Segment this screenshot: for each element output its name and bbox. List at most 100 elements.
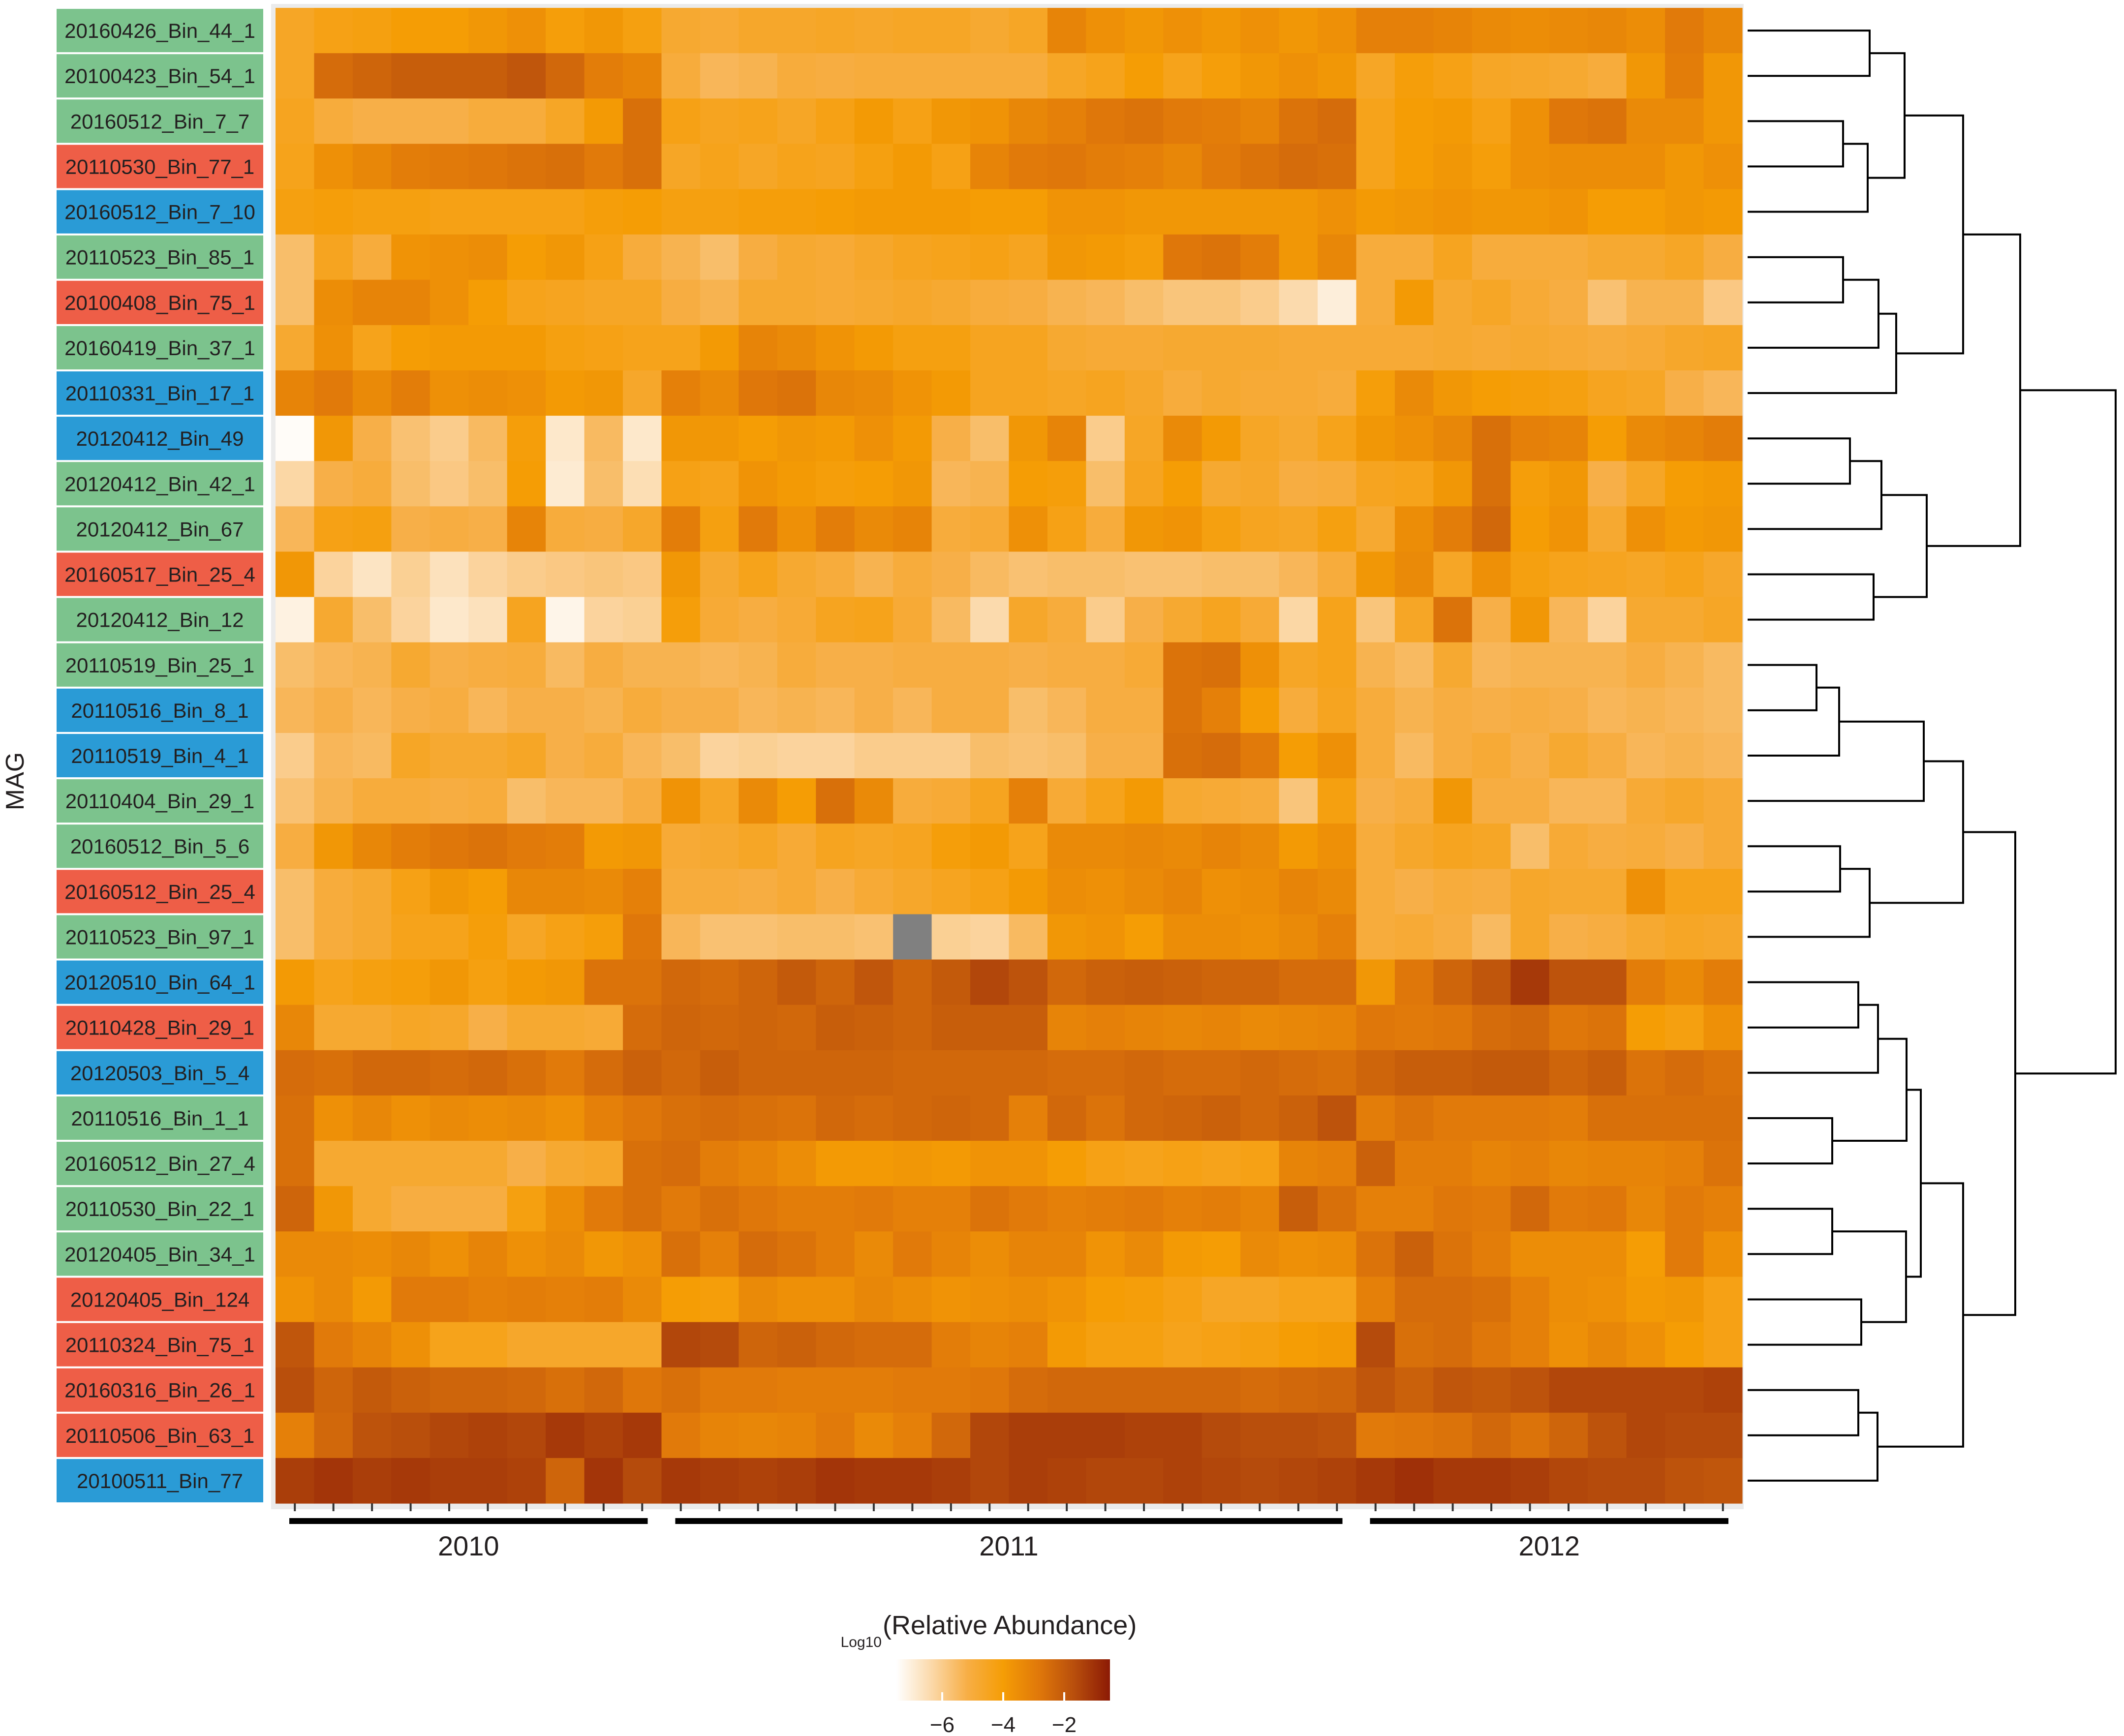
heatmap-cell <box>931 234 971 280</box>
heatmap-cell <box>352 914 392 960</box>
heatmap-cell <box>893 732 932 779</box>
heatmap-cell <box>352 144 392 190</box>
heatmap-cell <box>739 279 778 326</box>
heatmap-cell <box>1472 1005 1511 1051</box>
heatmap-cell <box>1433 1141 1473 1187</box>
heatmap-cell <box>623 778 662 824</box>
heatmap-cell <box>1626 1186 1665 1232</box>
heatmap-cell <box>623 732 662 779</box>
heatmap-cell <box>1279 1231 1318 1277</box>
heatmap-cell <box>314 98 353 144</box>
heatmap-cell <box>1086 642 1125 688</box>
heatmap-cell <box>1279 53 1318 99</box>
heatmap-cell <box>430 98 469 144</box>
heatmap-cell <box>623 325 662 371</box>
heatmap-cell <box>507 642 546 688</box>
heatmap-cell <box>507 144 546 190</box>
heatmap-cell <box>546 8 585 54</box>
row-label-bg <box>57 1187 263 1231</box>
heatmap-cell <box>546 370 585 416</box>
heatmap-cell <box>546 1412 585 1459</box>
heatmap-cell <box>1665 189 1704 235</box>
heatmap-cell <box>1356 959 1395 1005</box>
heatmap-cell <box>1279 98 1318 144</box>
heatmap-cell <box>777 1231 816 1277</box>
heatmap-cell <box>1394 1458 1434 1504</box>
heatmap-cell <box>700 1322 739 1368</box>
heatmap-cell <box>854 1141 893 1187</box>
heatmap-cell <box>276 8 315 54</box>
heatmap-cell <box>970 914 1010 960</box>
heatmap-cell <box>893 959 932 1005</box>
heatmap-cell <box>1588 1231 1627 1277</box>
heatmap-cell <box>931 1186 971 1232</box>
heatmap-cell <box>816 551 855 598</box>
row-label-bg <box>57 462 263 506</box>
heatmap-cell <box>1279 1095 1318 1141</box>
heatmap-cell <box>1356 823 1395 869</box>
heatmap-cell <box>584 234 623 280</box>
heatmap-cell <box>391 461 431 507</box>
heatmap-cell <box>1510 1322 1550 1368</box>
dendrogram-branch <box>1896 114 1964 355</box>
heatmap-cell <box>623 8 662 54</box>
heatmap-cell <box>661 234 701 280</box>
dendrogram-branch <box>1748 1117 1833 1165</box>
heatmap-cell <box>1356 1141 1395 1187</box>
heatmap-cell <box>1163 551 1202 598</box>
heatmap-cell <box>777 959 816 1005</box>
heatmap-cell <box>584 1322 623 1368</box>
heatmap-cell <box>1356 144 1395 190</box>
heatmap-cell <box>1549 778 1588 824</box>
heatmap-cell <box>1009 1095 1048 1141</box>
heatmap-cell <box>1318 1277 1357 1323</box>
heatmap-cell <box>1279 1367 1318 1413</box>
heatmap-cell <box>584 642 623 688</box>
heatmap-cell <box>314 189 353 235</box>
heatmap-cell <box>1665 1322 1704 1368</box>
heatmap-cell <box>1201 1412 1241 1459</box>
heatmap-cell <box>1124 959 1164 1005</box>
heatmap-cell <box>1433 325 1473 371</box>
heatmap-cell <box>352 189 392 235</box>
heatmap-cell <box>854 325 893 371</box>
heatmap-cell <box>1356 234 1395 280</box>
heatmap-cell <box>1665 869 1704 915</box>
heatmap-cell <box>352 597 392 643</box>
heatmap-cell <box>1433 189 1473 235</box>
heatmap-cell <box>1240 1458 1280 1504</box>
heatmap-cell <box>430 732 469 779</box>
heatmap-cell <box>1240 98 1280 144</box>
heatmap-cell <box>1163 8 1202 54</box>
heatmap-cell <box>1510 732 1550 779</box>
heatmap-cell <box>391 189 431 235</box>
heatmap-cell <box>276 189 315 235</box>
heatmap-cell <box>430 8 469 54</box>
heatmap-cell <box>1626 279 1665 326</box>
row-label-bg <box>57 371 263 415</box>
dendrogram-branch <box>1748 120 1844 168</box>
heatmap-cell <box>1240 1186 1280 1232</box>
heatmap-cell <box>1433 597 1473 643</box>
heatmap-cell <box>430 53 469 99</box>
heatmap-cell <box>1394 1322 1434 1368</box>
heatmap-cell <box>1086 959 1125 1005</box>
heatmap-cell <box>1124 1412 1164 1459</box>
heatmap-cell <box>893 823 932 869</box>
heatmap-cell <box>970 778 1010 824</box>
heatmap-cell <box>1318 687 1357 733</box>
heatmap-cell <box>1124 914 1164 960</box>
heatmap-cell <box>352 1277 392 1323</box>
heatmap-cell <box>314 234 353 280</box>
heatmap-cell <box>1433 778 1473 824</box>
heatmap-cell <box>970 823 1010 869</box>
heatmap-cell <box>1279 234 1318 280</box>
heatmap-cell <box>1240 1412 1280 1459</box>
heatmap-cell <box>1665 53 1704 99</box>
heatmap-cell <box>854 687 893 733</box>
heatmap-cell <box>1318 98 1357 144</box>
heatmap-cell <box>1510 370 1550 416</box>
heatmap-cell <box>1124 461 1164 507</box>
heatmap-cell <box>1626 778 1665 824</box>
heatmap-cell <box>1163 778 1202 824</box>
